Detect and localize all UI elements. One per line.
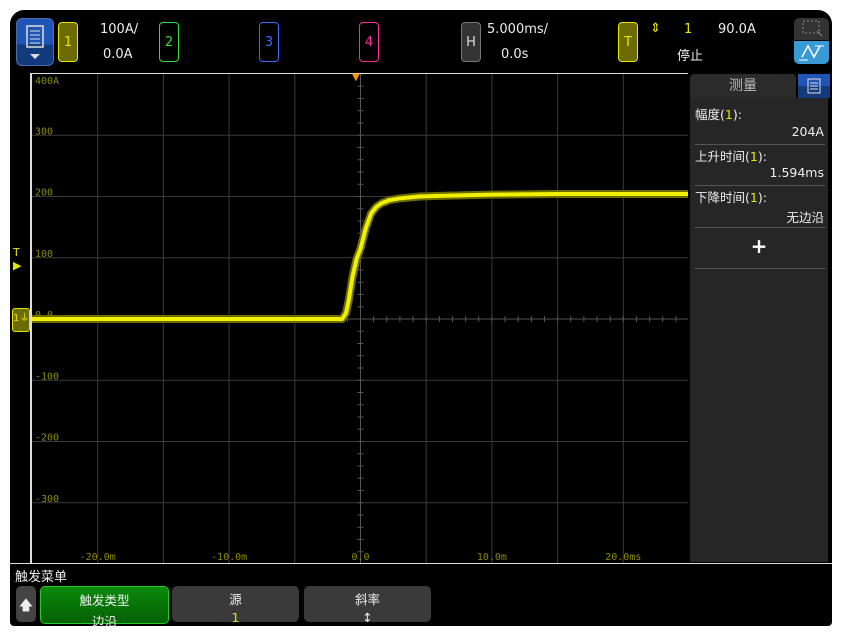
trace-channel-1 <box>32 192 689 321</box>
panel-menu-button[interactable] <box>798 74 830 98</box>
x-tick-label: 0.0 <box>351 552 369 563</box>
divider <box>10 563 832 564</box>
y-tick-label: -300 <box>35 494 59 505</box>
measure-value-fall-time: 无边沿 <box>786 210 824 225</box>
timebase-scale: 5.000ms/ <box>487 22 549 37</box>
measure-label-fall-time: 下降时间(1): <box>695 190 767 205</box>
time-delay: 0.0s <box>501 47 529 62</box>
menu-up-button[interactable]: 🡅 <box>16 586 36 622</box>
trigger-level-marker: T ▶ <box>13 246 22 272</box>
menu-title: 触发菜单 <box>15 570 68 585</box>
waveform-display[interactable]: 400A 300 200 100 0.0 -100 -200 -300 -20.0m -10.0m… <box>30 73 690 565</box>
y-tick-label: 400A <box>35 76 59 87</box>
trigger-source: 1 <box>684 22 693 37</box>
divider <box>695 227 825 228</box>
list-icon <box>807 78 821 94</box>
x-tick-label: -10.0m <box>211 552 247 563</box>
zoom-box-button[interactable] <box>794 18 829 40</box>
document-list-icon <box>26 25 44 59</box>
channel-2-button[interactable]: 2 <box>159 22 179 62</box>
divider <box>695 185 825 186</box>
trigger-slope-icon: ⇕ <box>650 21 661 36</box>
softkey-trigger-type[interactable]: 触发类型 边沿 <box>40 586 169 626</box>
trigger-position-marker[interactable]: ▼ <box>352 72 360 83</box>
trigger-button[interactable]: T <box>618 22 638 62</box>
waveform-arrows-icon <box>799 44 824 61</box>
channel-1-button[interactable]: 1 <box>58 22 78 62</box>
measurement-panel: 测量 幅度(1): 204A 上升时间(1): 1.594ms 下降时间(1):… <box>688 73 832 563</box>
channel-1-ground-marker[interactable]: 1⏚ <box>12 308 30 332</box>
waveform-grid: 400A 300 200 100 0.0 -100 -200 -300 -20.0m -10.0m… <box>31 73 690 565</box>
channel-1-offset: 0.0A <box>103 47 133 62</box>
y-tick-label: 300 <box>35 126 53 137</box>
x-tick-label: 10.0m <box>477 552 507 563</box>
oscilloscope-screen: 1 100A/ 0.0A 2 3 4 H 5.000ms/ 0.0s T ⇕ 1… <box>10 10 832 626</box>
auto-scale-button[interactable] <box>794 41 829 64</box>
add-measurement-button[interactable]: + <box>750 234 768 258</box>
channel-1-scale: 100A/ <box>100 22 139 37</box>
divider <box>695 144 825 145</box>
trigger-level: 90.0A <box>718 22 756 37</box>
y-tick-label: -100 <box>35 371 59 382</box>
softkey-slope[interactable]: 斜率 ↕ <box>304 586 431 625</box>
main-menu-button[interactable] <box>16 18 54 66</box>
horizontal-button[interactable]: H <box>461 22 481 62</box>
measure-label-amplitude: 幅度(1): <box>695 107 742 122</box>
measure-label-rise-time: 上升时间(1): <box>695 149 767 164</box>
measurement-list: 幅度(1): 204A 上升时间(1): 1.594ms 下降时间(1): 无边… <box>690 98 828 562</box>
measure-value-rise-time: 1.594ms <box>769 165 824 180</box>
channel-3-button[interactable]: 3 <box>259 22 279 62</box>
x-tick-label: 20.0ms <box>605 552 641 563</box>
y-tick-label: 100 <box>35 249 53 260</box>
acquisition-status: 停止 <box>677 49 704 64</box>
divider <box>695 268 825 269</box>
arrow-up-icon: 🡅 <box>18 598 34 614</box>
measure-tab[interactable]: 测量 <box>690 74 796 98</box>
channel-4-button[interactable]: 4 <box>359 22 379 62</box>
measure-value-amplitude: 204A <box>791 124 824 139</box>
y-tick-label: -200 <box>35 433 59 444</box>
x-tick-label: -20.0m <box>80 552 116 563</box>
y-tick-label: 200 <box>35 188 53 199</box>
selection-box-icon <box>802 20 823 37</box>
